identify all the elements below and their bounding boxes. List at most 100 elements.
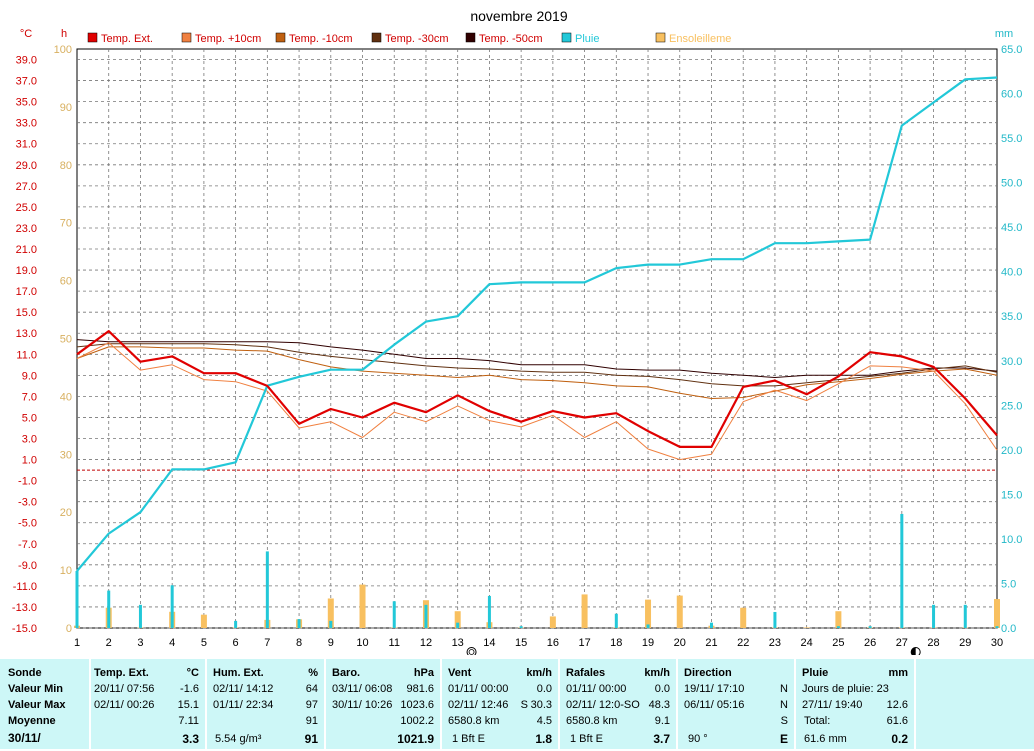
rain-tick-label: 45.0 [1001,222,1022,234]
series-line-temp-10cm [76,342,998,461]
x-tick-label: 12 [420,637,432,649]
daily-rain-bar [297,619,301,628]
temp-tick-label: 35.0 [16,97,37,109]
temp-tick-label: -9.0 [18,560,37,572]
legend-swatch [561,32,572,43]
daily-rain-bar [265,551,269,628]
rain-tick-label: 15.0 [1001,489,1022,501]
x-tick-label: 18 [610,637,622,649]
x-tick-label: 21 [705,637,717,649]
rain-tick-label: 40.0 [1001,267,1022,279]
x-tick-label: 22 [737,637,749,649]
legend-swatch [275,32,286,43]
temp-tick-label: 19.0 [16,265,37,277]
daily-rain-bar [900,513,904,628]
rafales-max-date: 02/11/ 12:0-SO [566,699,640,711]
sunshine-bar [549,616,556,628]
daily-rain-bar [234,620,238,628]
hum-tick-label: 20 [60,507,72,519]
daily-rain-bar [170,585,174,628]
x-tick-label: 24 [801,637,813,649]
x-tick-label: 19 [642,637,654,649]
temp-tick-label: 1.0 [22,455,37,467]
baro-header: Baro. [332,667,361,679]
daily-rain-bar [107,590,111,628]
hum-min-value: 64 [305,683,318,695]
sunshine-bar [645,599,652,628]
rafales-distance: 6580.8 km [566,715,618,727]
daily-rain-bar [932,604,936,628]
sunshine-bar [327,598,334,628]
baro-mean: 1002.2 [400,715,434,727]
temp-tick-label: 3.0 [22,434,37,446]
hum-tick-label: 100 [54,44,72,56]
temp-tick-label: 11.0 [16,349,37,361]
daily-rain-bar [963,604,967,628]
rain-tick-label: 30.0 [1001,356,1022,368]
legend-label: Ensoleilleme [669,33,731,45]
rain-tick-label: 10.0 [1001,534,1022,546]
summary-temp: Temp. Ext. °C 20/11/ 07:56 -1.6 02/11/ 0… [91,659,205,749]
temp-tick-label: 33.0 [16,118,37,130]
rafales-header: Rafales [566,667,606,679]
pluie-current-total: 61.6 mm [804,733,847,745]
x-tick-label: 8 [296,637,302,649]
x-tick-label: 4 [169,637,175,649]
daily-rain-bar [646,624,650,628]
rain-tick-label: 35.0 [1001,311,1022,323]
x-tick-label: 16 [547,637,559,649]
hum-tick-label: 0 [66,623,72,635]
hum-current: 91 [304,732,318,746]
sunshine-bar [835,611,842,628]
rain-tick-label: 20.0 [1001,445,1022,457]
daily-rain-bar [614,613,618,628]
legend-label: Temp. -30cm [385,33,449,45]
x-tick-label: 10 [356,637,368,649]
rafales-min-value: 0.0 [654,683,670,695]
daily-rain-bar [868,626,872,628]
temp-tick-label: 13.0 [16,328,37,340]
sunshine-bar [359,584,366,628]
hum-mean: 91 [305,715,318,727]
legend-swatch [465,32,476,43]
chart-moon-markers [466,647,921,655]
x-tick-label: 15 [515,637,527,649]
baro-max-date: 30/11/ 10:26 [332,699,393,711]
x-tick-label: 30 [991,637,1003,649]
vent-min-value: 0.0 [536,683,552,695]
temp-tick-label: -7.0 [18,539,37,551]
pluie-days: Jours de pluie: 23 [802,683,889,695]
temp-tick-label: -5.0 [18,518,37,530]
temp-min-value: -1.6 [180,683,199,695]
x-tick-label: 13 [452,637,464,649]
daily-rain-bar [773,611,777,628]
summary-panel: Sonde Valeur Min Valeur Max Moyenne 30/1… [0,657,1034,751]
sonde-row-mean: Moyenne [8,715,56,727]
x-tick-label: 14 [483,637,495,649]
x-tick-label: 23 [769,637,781,649]
direction-header: Direction [684,667,732,679]
x-tick-label: 9 [328,637,334,649]
x-tick-label: 28 [927,637,939,649]
x-tick-label: 11 [389,637,400,649]
legend-label: Temp. +10cm [195,33,261,45]
temp-header: Temp. Ext. [94,667,149,679]
direction-min-value: N [780,683,788,695]
temp-tick-label: 23.0 [16,223,37,235]
rafales-max-value: 48.3 [648,699,670,711]
x-tick-label: 25 [832,637,844,649]
x-tick-label: 1 [74,637,80,649]
daily-rain-bar [75,570,79,628]
pluie-max-date: 27/11/ 19:40 [802,699,863,711]
sonde-footer-date: 30/11/ [8,731,41,745]
hum-max-date: 01/11/ 22:34 [213,699,274,711]
temp-tick-label: -1.0 [18,476,37,488]
temp-tick-label: 15.0 [16,307,37,319]
temp-tick-label: 5.0 [22,412,37,424]
pluie-header: Pluie [802,667,829,679]
x-tick-label: 20 [674,637,686,649]
hum-header: Hum. Ext. [213,667,264,679]
hum-unit: % [308,667,318,679]
legend-label: Temp. Ext. [101,33,153,45]
daily-rain-bar [519,626,523,628]
